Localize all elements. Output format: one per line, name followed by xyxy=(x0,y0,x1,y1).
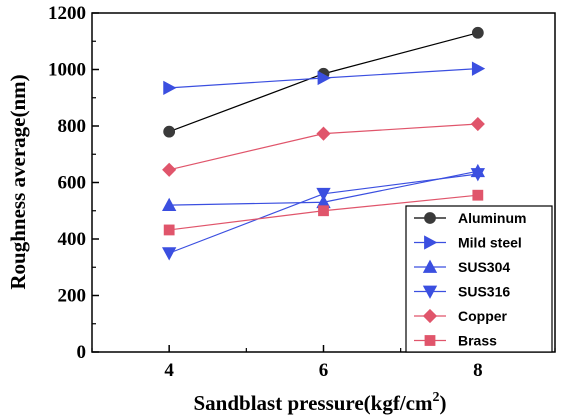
data-point xyxy=(161,197,177,212)
x-tick-label: 6 xyxy=(319,360,329,381)
series-brass xyxy=(163,189,484,236)
y-axis-title: Roughness average(nm) xyxy=(6,74,30,289)
data-point xyxy=(163,224,175,236)
legend-box xyxy=(405,205,553,353)
legend-marker xyxy=(422,285,438,299)
x-axis-title-close: ) xyxy=(440,391,447,415)
legend-label: SUS304 xyxy=(458,259,510,275)
legend-label: SUS316 xyxy=(458,284,510,300)
legend-marker xyxy=(424,235,438,250)
legend-marker xyxy=(422,259,438,273)
legend-label: Brass xyxy=(458,333,497,349)
data-point xyxy=(161,247,177,261)
series-copper xyxy=(162,116,485,177)
data-point xyxy=(471,26,484,39)
x-axis-title: Sandblast pressure(kgf/cm2) xyxy=(193,390,446,415)
series-aluminum xyxy=(163,26,484,138)
legend-label: Mild steel xyxy=(458,235,522,251)
y-tick-label: 200 xyxy=(58,286,87,307)
data-point xyxy=(472,189,484,201)
legend-entry: Mild steel xyxy=(414,235,522,251)
legend: Aluminum Mild steel SUS304 SUS316 Copper Bras… xyxy=(405,205,553,353)
series-sus304 xyxy=(161,163,486,212)
data-point xyxy=(316,126,331,141)
legend-entry: SUS316 xyxy=(414,284,510,300)
legend-entry: Copper xyxy=(414,308,508,324)
y-tick-label: 400 xyxy=(58,229,87,250)
legend-entry: Aluminum xyxy=(414,210,526,226)
data-point xyxy=(316,187,331,202)
data-point xyxy=(163,125,176,138)
legend-label: Aluminum xyxy=(458,210,526,226)
legend-marker xyxy=(424,335,436,346)
data-point xyxy=(470,116,485,132)
y-tick-label: 800 xyxy=(58,116,87,137)
series-line xyxy=(168,32,478,133)
series-mild-steel xyxy=(163,61,486,96)
data-point xyxy=(162,162,177,177)
data-point xyxy=(470,168,486,182)
series-layer xyxy=(161,26,486,261)
data-point xyxy=(471,61,486,76)
series-sus316 xyxy=(161,168,486,261)
legend-label: Copper xyxy=(458,308,508,324)
x-tick-label: 4 xyxy=(164,360,174,381)
legend-entry: SUS304 xyxy=(414,259,510,275)
x-tick-label: 8 xyxy=(473,360,483,381)
y-tick-label: 0 xyxy=(77,342,87,363)
data-point xyxy=(163,80,177,96)
y-tick-label: 600 xyxy=(58,173,87,194)
legend-marker xyxy=(422,308,438,324)
data-point xyxy=(318,205,329,217)
y-tick-label: 1000 xyxy=(48,60,86,81)
tick-layer: 0 200 400 600 800 1000 1200 4 6 8 xyxy=(48,3,556,381)
x-axis-title-superscript: 2 xyxy=(433,390,440,405)
x-axis-title-main: Sandblast pressure(kgf/cm xyxy=(193,391,433,415)
legend-entry: Brass xyxy=(414,333,497,349)
data-point xyxy=(317,70,331,86)
legend-marker xyxy=(424,212,436,224)
y-tick-label: 1200 xyxy=(48,3,86,24)
